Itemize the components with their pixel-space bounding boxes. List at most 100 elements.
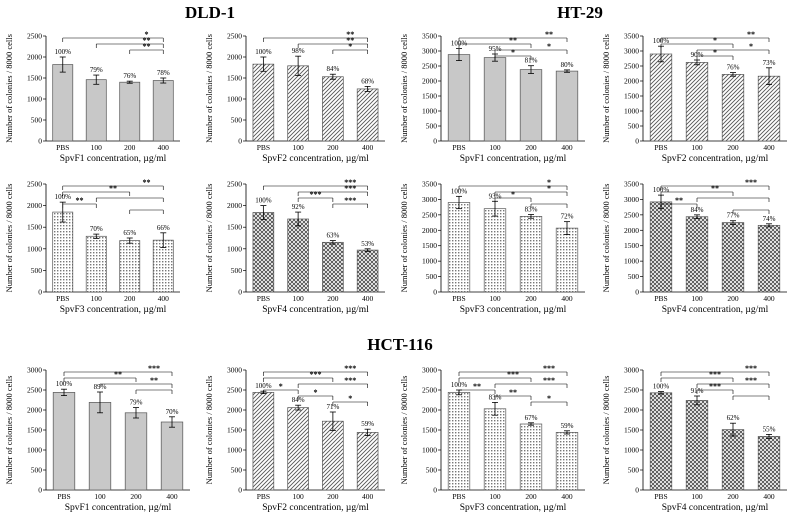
y-tick-label: 2500 (227, 180, 242, 189)
x-axis-label: SpvF3 concentration, µg/ml (460, 305, 567, 315)
x-tick-label: 100 (293, 143, 305, 152)
bar (287, 65, 309, 142)
bar (322, 420, 344, 491)
data-label: 100% (55, 193, 72, 201)
x-tick-label: 100 (91, 143, 103, 152)
bar (119, 240, 141, 293)
bar (124, 412, 148, 491)
bar (447, 392, 471, 491)
y-tick-label: 1500 (624, 92, 639, 101)
bar (85, 235, 107, 293)
bar (685, 400, 709, 491)
y-tick-label: 0 (433, 486, 437, 495)
x-tick-label: 200 (727, 492, 739, 501)
data-label: 59% (361, 420, 374, 428)
y-tick-label: 2500 (624, 386, 639, 395)
x-tick-label: 400 (362, 492, 374, 501)
y-axis-label: Number of colonies / 8000 cells (4, 34, 14, 143)
y-tick-label: 1000 (624, 446, 639, 455)
y-tick-label: 2500 (624, 210, 639, 219)
x-tick-label: 200 (130, 492, 142, 501)
y-tick-label: 1000 (27, 95, 42, 104)
significance-stars: ** (109, 184, 117, 193)
y-tick-label: 2500 (27, 386, 42, 395)
significance-stars: * (314, 388, 318, 397)
significance-stars: * (348, 394, 352, 403)
bar-chart-panel: Number of colonies / 8000 cells 0 500 1000 1… (204, 178, 385, 315)
data-label: 78% (157, 69, 170, 77)
x-tick-label: 200 (124, 143, 136, 152)
x-axis-label: SpvF2 concentration, µg/ml (262, 503, 369, 513)
bar (721, 74, 745, 142)
y-tick-label: 2000 (422, 77, 437, 86)
bar (483, 57, 507, 142)
significance-stars: *** (310, 370, 322, 379)
data-label: 100% (451, 187, 468, 195)
data-label: 66% (157, 224, 170, 232)
group-title-dld1: DLD-1 (184, 3, 236, 22)
y-tick-label: 500 (31, 116, 43, 125)
x-tick-label: 200 (525, 294, 537, 303)
y-tick-label: 1500 (422, 241, 437, 250)
x-axis-label: SpvF3 concentration, µg/ml (60, 305, 167, 315)
data-label: 53% (361, 240, 374, 248)
data-label: 90% (691, 51, 704, 59)
data-label: 55% (763, 425, 776, 433)
significance-stars: *** (745, 178, 757, 187)
x-tick-label: PBS (56, 143, 69, 152)
significance-stars: *** (507, 370, 519, 379)
y-tick-label: 1500 (422, 426, 437, 435)
data-label: 100% (55, 48, 72, 56)
bar (649, 392, 673, 491)
y-tick-label: 500 (31, 466, 43, 475)
y-tick-label: 500 (231, 466, 243, 475)
data-label: 92% (292, 203, 305, 211)
data-label: 83% (525, 206, 538, 214)
y-tick-label: 3000 (624, 47, 639, 56)
x-tick-label: 200 (327, 492, 339, 501)
y-tick-label: 2500 (227, 386, 242, 395)
bar (483, 408, 507, 491)
x-tick-label: 400 (561, 492, 573, 501)
bar-chart-panel: Number of colonies / 8000 cells 0 500 1000 1… (4, 178, 180, 315)
significance-stars: * (547, 178, 551, 187)
significance-stars: *** (344, 184, 356, 193)
x-axis-label: SpvF1 concentration, µg/ml (65, 503, 172, 513)
bar (757, 436, 781, 491)
x-tick-label: 100 (293, 492, 305, 501)
y-tick-label: 1500 (227, 426, 242, 435)
y-tick-label: 1000 (422, 107, 437, 116)
significance-stars: ** (143, 42, 151, 51)
x-axis-label: SpvF4 concentration, µg/ml (662, 503, 769, 513)
bar (322, 241, 344, 293)
y-tick-label: 500 (426, 466, 438, 475)
significance-stars: ** (711, 184, 719, 193)
x-tick-label: 100 (691, 143, 703, 152)
bar (356, 88, 379, 142)
y-tick-label: 2000 (27, 201, 42, 210)
bar (52, 64, 74, 142)
significance-stars: * (713, 48, 717, 57)
bar (721, 222, 745, 293)
bar (252, 63, 275, 142)
bar (52, 211, 74, 293)
x-tick-label: PBS (452, 294, 465, 303)
group-title-ht29: HT-29 (557, 3, 603, 22)
x-tick-label: 100 (489, 294, 501, 303)
significance-stars: *** (543, 364, 555, 373)
y-tick-label: 2000 (422, 226, 437, 235)
x-tick-label: 100 (691, 294, 703, 303)
data-label: 72% (561, 213, 574, 221)
y-tick-label: 2000 (227, 201, 242, 210)
bar (555, 432, 579, 491)
x-tick-label: 200 (124, 294, 136, 303)
y-tick-label: 0 (238, 137, 242, 146)
x-tick-label: PBS (56, 294, 69, 303)
x-axis-label: SpvF3 concentration, µg/ml (460, 503, 567, 513)
significance-stars: *** (344, 364, 356, 373)
bar (649, 53, 673, 142)
bar (356, 432, 379, 491)
y-tick-label: 3500 (422, 32, 437, 41)
bar (119, 81, 141, 142)
data-label: 81% (525, 57, 538, 65)
